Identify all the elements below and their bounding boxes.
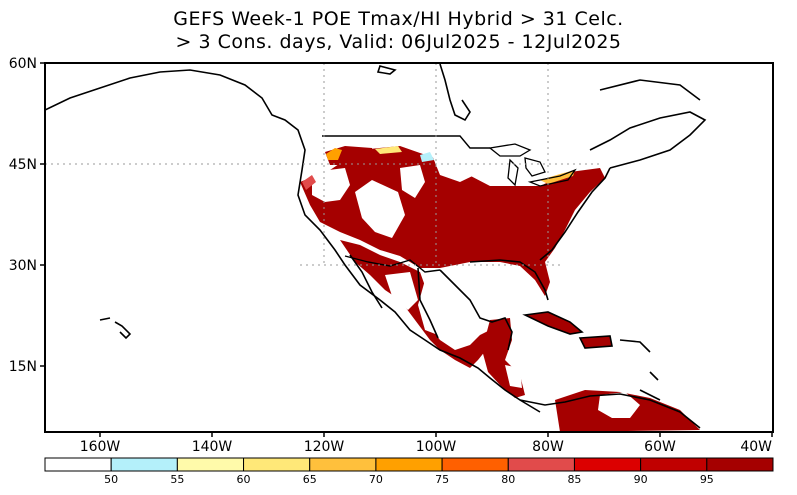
colorbar-swatch — [309, 457, 377, 472]
colorbar-level-label: 50 — [104, 473, 118, 486]
map-body — [45, 63, 707, 432]
lat-label-60n: 60N — [9, 56, 37, 72]
lon-label-120w: 120W — [304, 439, 345, 455]
national-borders — [322, 135, 490, 273]
lon-label-100w: 100W — [416, 439, 457, 455]
lat-label-30n: 30N — [9, 258, 37, 274]
colorbar-swatch — [441, 457, 509, 472]
low-probability-areas — [312, 150, 640, 418]
map-title-line-1: GEFS Week-1 POE Tmax/HI Hybrid > 31 Celc… — [173, 8, 624, 30]
colorbar-swatch — [44, 457, 112, 472]
colorbar-level-label: 80 — [501, 473, 515, 486]
colorbar-level-label: 70 — [369, 473, 383, 486]
grid-lines — [45, 63, 600, 266]
colorbar-swatch — [110, 457, 178, 472]
map-frame — [44, 62, 774, 433]
lon-ticks — [99, 432, 773, 437]
colorbar-level-label: 75 — [435, 473, 449, 486]
colorbar-swatch — [243, 457, 311, 472]
lat-label-45n: 45N — [9, 157, 37, 173]
lon-label-40w: 40W — [740, 439, 772, 455]
colorbar-swatch — [573, 457, 642, 472]
colorbar-swatch — [507, 457, 575, 472]
colorbar-level-label: 90 — [634, 473, 648, 486]
lon-label-140w: 140W — [192, 439, 233, 455]
lon-label-80w: 80W — [532, 439, 564, 455]
great-lakes — [488, 143, 577, 187]
map-title-line-2: > 3 Cons. days, Valid: 06Jul2025 - 12Jul… — [175, 31, 622, 53]
lat-label-15n: 15N — [9, 359, 37, 375]
colorbar-swatch — [375, 457, 443, 472]
colorbar-swatch — [176, 457, 245, 472]
colorbar-swatch — [706, 457, 774, 472]
colorbar-level-label: 55 — [170, 473, 184, 486]
lon-label-160w: 160W — [80, 439, 121, 455]
colorbar-level-label: 85 — [567, 473, 581, 486]
colorbar-labels: 50 55 60 65 70 75 80 85 90 95 — [104, 473, 714, 486]
colorbar-level-label: 60 — [237, 473, 251, 486]
colorbar-swatch — [640, 457, 708, 472]
lat-ticks — [40, 62, 45, 367]
coastlines — [45, 63, 707, 429]
colorbar — [44, 457, 774, 472]
colorbar-level-label: 95 — [700, 473, 714, 486]
colorbar-level-label: 65 — [303, 473, 317, 486]
lon-label-60w: 60W — [644, 439, 676, 455]
